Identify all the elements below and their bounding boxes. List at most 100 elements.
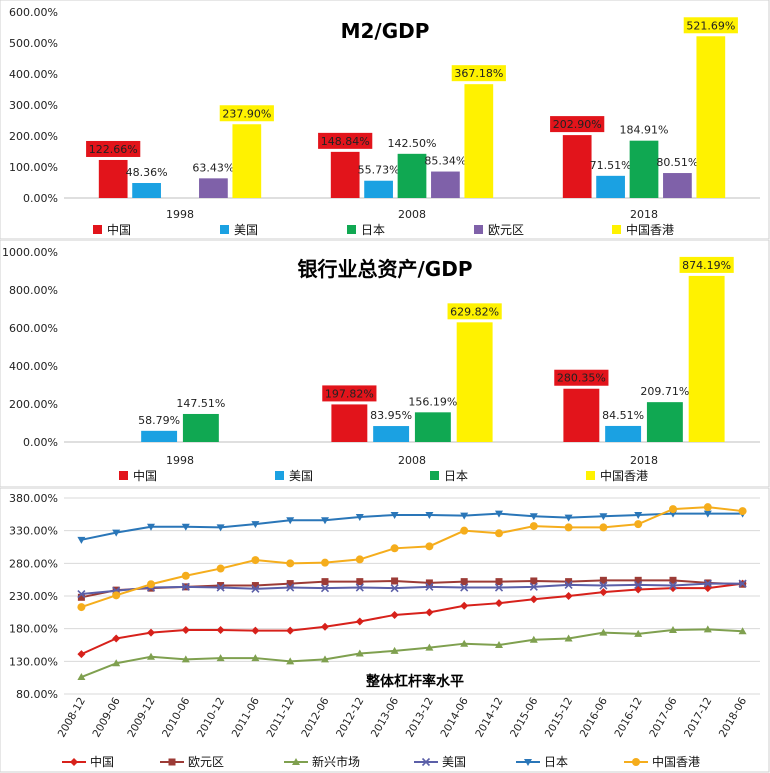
point-marker xyxy=(634,520,643,529)
leverage-title: 整体杠杆率水平 xyxy=(365,673,464,690)
point-marker xyxy=(112,634,121,643)
point-marker xyxy=(77,650,86,659)
point-marker xyxy=(529,522,538,531)
y-tick-label: 500.00% xyxy=(9,37,58,50)
data-label: 184.91% xyxy=(620,124,669,137)
legend-swatch-china xyxy=(93,225,102,234)
bar-usa-2018 xyxy=(596,175,625,198)
x-tick-label: 2018 xyxy=(630,208,658,221)
bar-usa-2018 xyxy=(605,425,642,442)
point-marker xyxy=(216,583,225,592)
bar-hk-2018 xyxy=(688,275,725,442)
bar-china-2008 xyxy=(330,151,360,198)
point-marker xyxy=(564,580,573,589)
point-marker xyxy=(320,584,330,593)
point-marker xyxy=(390,646,399,654)
point-marker xyxy=(425,582,434,591)
point-marker xyxy=(425,643,434,651)
data-label-box xyxy=(447,303,502,320)
point-marker xyxy=(181,655,190,663)
point-marker xyxy=(529,595,538,604)
legend-swatch-usa xyxy=(275,471,284,480)
point-marker xyxy=(421,757,431,767)
point-marker xyxy=(425,511,434,519)
point-marker xyxy=(703,510,712,518)
data-label: 142.50% xyxy=(388,137,437,150)
point-marker xyxy=(321,622,329,631)
point-marker xyxy=(599,523,608,532)
point-marker xyxy=(286,517,295,525)
bar-usa-1998 xyxy=(141,430,178,442)
leverage-gridlines xyxy=(64,497,760,695)
legend-swatch-hk xyxy=(586,471,595,480)
point-marker xyxy=(390,544,399,553)
point-marker xyxy=(216,564,225,573)
data-label: 63.43% xyxy=(192,161,234,174)
y-tick-label: 0.00% xyxy=(23,436,58,449)
point-marker xyxy=(147,523,155,531)
point-marker xyxy=(286,580,294,588)
point-marker xyxy=(495,529,503,538)
point-marker xyxy=(77,589,86,599)
point-marker xyxy=(599,581,608,590)
point-marker xyxy=(286,559,295,568)
bar-japan-2018 xyxy=(629,140,659,198)
point-marker xyxy=(425,608,434,617)
data-label-box xyxy=(318,132,373,149)
point-marker xyxy=(494,583,504,592)
y-tick-label: 180.00% xyxy=(9,623,58,636)
point-marker xyxy=(564,523,573,532)
point-marker xyxy=(634,580,643,589)
series-line_emerging xyxy=(77,625,747,681)
data-label: 122.66% xyxy=(89,143,138,156)
data-label-box xyxy=(683,17,738,34)
point-marker xyxy=(460,512,469,520)
point-marker xyxy=(738,627,747,635)
point-marker xyxy=(216,524,225,532)
point-marker xyxy=(529,582,538,591)
point-marker xyxy=(634,629,643,637)
data-label: 147.51% xyxy=(176,397,225,410)
point-marker xyxy=(530,577,538,585)
point-marker xyxy=(529,513,538,521)
point-marker xyxy=(251,582,259,590)
point-marker xyxy=(251,654,260,662)
y-tick-label: 1000.00% xyxy=(2,246,58,259)
point-marker xyxy=(77,603,86,612)
bar-hk-2008 xyxy=(464,84,494,198)
point-marker xyxy=(181,523,190,531)
point-marker xyxy=(425,542,434,551)
point-marker xyxy=(634,576,642,584)
series-line xyxy=(81,628,743,678)
bank-assets-bars: 197.82% 280.35% 58.79% 83.95% 84.51% 147.51% 1… xyxy=(138,256,734,442)
point-marker xyxy=(495,510,503,518)
data-label-box xyxy=(322,385,377,402)
point-marker xyxy=(390,610,399,619)
legend-label: 中国香港 xyxy=(600,468,648,483)
point-marker xyxy=(147,652,155,660)
point-marker xyxy=(321,558,329,567)
data-label: 202.90% xyxy=(553,118,602,131)
y-tick-label: 400.00% xyxy=(9,68,58,81)
data-label: 156.19% xyxy=(408,395,457,408)
legend-label: 中国 xyxy=(133,468,157,483)
y-tick-label: 0.00% xyxy=(23,192,58,205)
data-label: 197.82% xyxy=(325,387,374,400)
bar-euro-2018 xyxy=(663,173,692,198)
data-label: 80.51% xyxy=(656,156,698,169)
y-tick-label: 80.00% xyxy=(16,688,58,701)
point-marker xyxy=(634,511,643,519)
point-marker xyxy=(669,625,677,633)
bar-japan-2008 xyxy=(397,153,427,198)
x-tick-label: 2008 xyxy=(398,208,426,221)
point-marker xyxy=(321,578,329,586)
data-label-box xyxy=(550,116,605,133)
legend-label: 中国 xyxy=(90,754,114,769)
legend-swatch-china xyxy=(119,471,128,480)
bar-china-2018 xyxy=(563,388,600,442)
x-tick-label: 2018 xyxy=(630,454,658,467)
point-marker xyxy=(564,592,573,600)
y-tick-label: 280.00% xyxy=(9,557,58,570)
point-marker xyxy=(77,536,86,544)
data-label-box xyxy=(86,140,141,157)
